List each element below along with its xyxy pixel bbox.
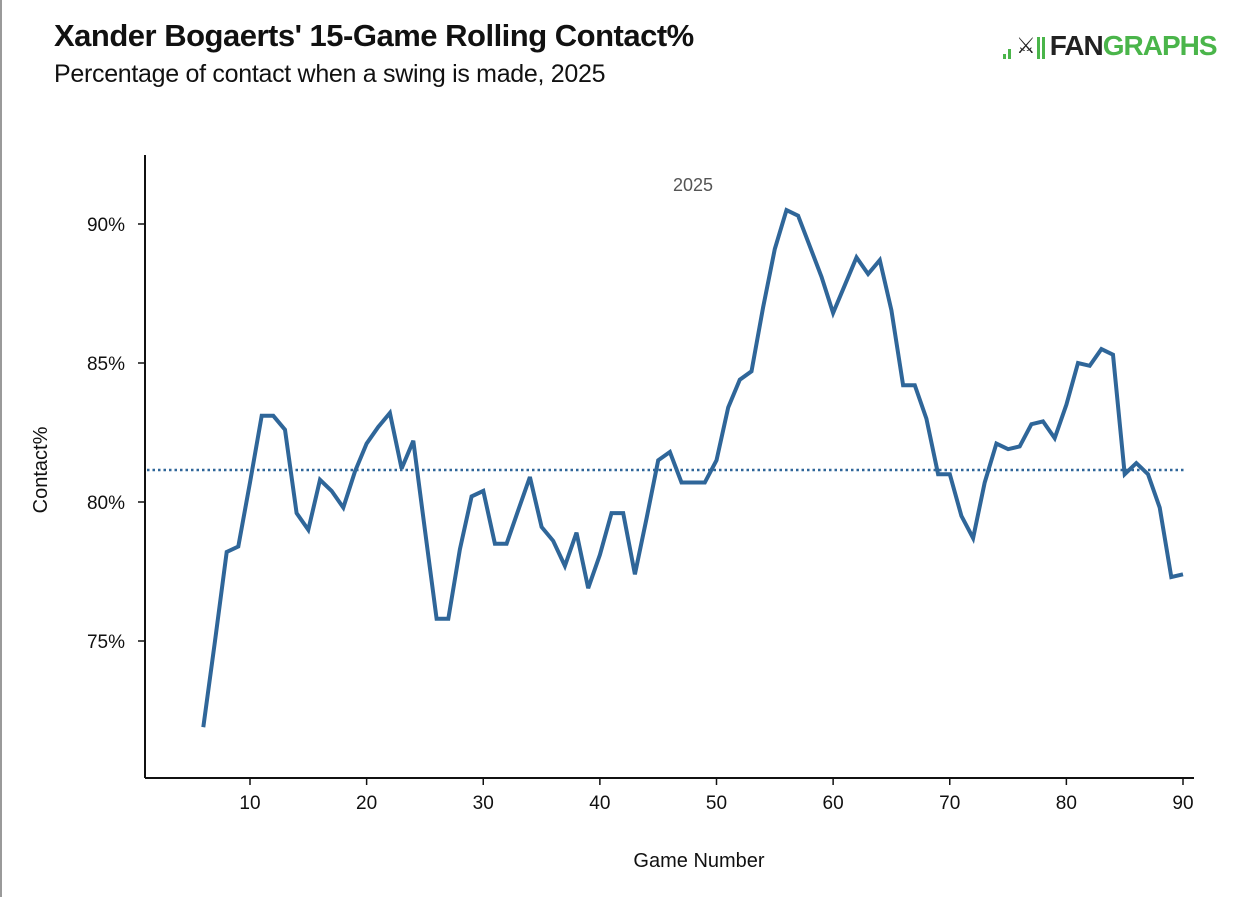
chart-subtitle: Percentage of contact when a swing is ma… [54,60,606,88]
image-frame-border [0,0,2,897]
batter-silhouette-icon: ⚔ [1016,33,1036,58]
x-tick-label: 50 [706,793,727,814]
series-year-label: 2025 [673,175,713,195]
fangraphs-logo: ⚔ FAN GRAPHS [1003,30,1218,62]
logo-bars-icon [1003,33,1013,59]
x-tick-label: 40 [589,793,610,814]
x-axis-title: Game Number [633,850,764,872]
x-tick-label: 90 [1172,793,1193,814]
x-tick-label: 70 [939,793,960,814]
x-tick-label: 30 [473,793,494,814]
chart-title: Xander Bogaerts' 15-Game Rolling Contact… [54,18,694,53]
logo-text-fan: FAN [1049,30,1104,61]
y-axis-title: Contact% [30,426,52,513]
y-tick-label: 80% [87,493,125,514]
x-tick-label: 20 [356,793,377,814]
y-tick-label: 75% [87,632,125,653]
x-tick-label: 10 [239,793,260,814]
logo-text-graphs: GRAPHS [1102,30,1218,61]
y-tick-label: 85% [87,354,125,375]
y-tick-label: 90% [87,215,125,236]
x-tick-label: 80 [1056,793,1077,814]
rolling-contact-line [201,207,1184,728]
chart-axes: 75% 80% 85% 90% 10 20 30 40 50 60 70 80 90 [87,155,1194,814]
contact-pct-series [201,207,1184,728]
logo-bars-icon-right [1036,33,1047,59]
x-tick-label: 60 [823,793,844,814]
